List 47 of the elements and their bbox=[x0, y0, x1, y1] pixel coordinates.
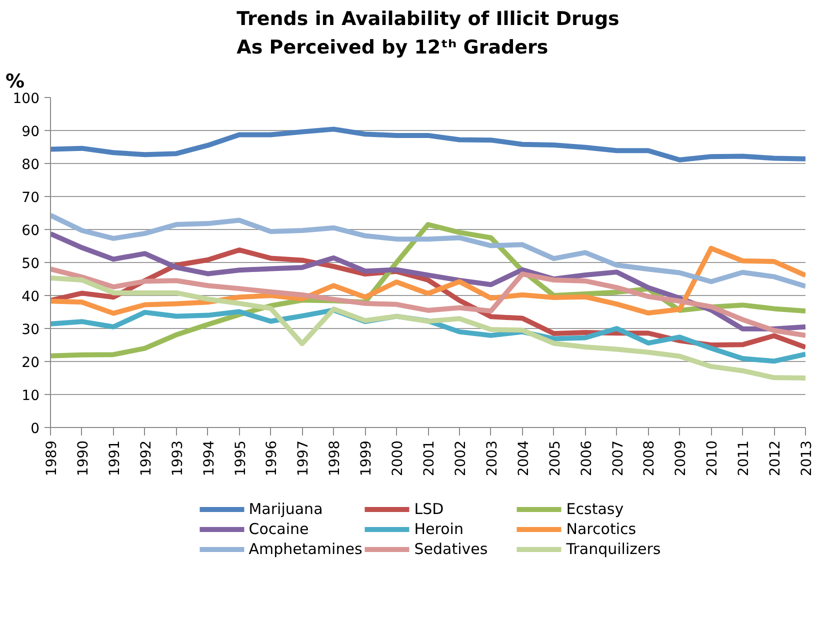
x-tick-label: 2001 bbox=[422, 440, 438, 476]
legend-label: Marijuana bbox=[248, 500, 324, 518]
legend-label: Tranquilizers bbox=[566, 540, 662, 558]
y-tick-label: 30 bbox=[22, 322, 40, 338]
x-tick-label: 1990 bbox=[75, 440, 92, 476]
y-tick-label: 70 bbox=[22, 190, 40, 206]
x-tick-label: 1992 bbox=[138, 440, 154, 476]
y-tick-label: 0 bbox=[30, 421, 40, 437]
x-tick-label: 2006 bbox=[578, 440, 595, 476]
x-tick-label: 2007 bbox=[610, 440, 626, 476]
x-tick-label: 2003 bbox=[484, 440, 500, 476]
x-tick-label: 2012 bbox=[768, 440, 784, 476]
y-tick-label: 80 bbox=[22, 157, 40, 173]
y-tick-label: 20 bbox=[22, 355, 40, 371]
x-tick-label: 1998 bbox=[327, 440, 344, 476]
y-tick-label: 40 bbox=[22, 289, 40, 305]
legend-label: Heroin bbox=[414, 520, 464, 538]
x-tick-label: 1994 bbox=[201, 440, 218, 476]
x-tick-label: 2010 bbox=[704, 440, 721, 476]
x-tick-label: 2013 bbox=[799, 440, 815, 476]
x-tick-label: 1997 bbox=[296, 440, 312, 476]
x-tick-label: 2008 bbox=[642, 440, 658, 476]
y-axis-title: % bbox=[6, 70, 25, 92]
legend-label: Amphetamines bbox=[248, 540, 362, 558]
x-tick-label: 2005 bbox=[547, 440, 564, 476]
x-tick-label: 1999 bbox=[358, 440, 375, 476]
x-tick-label: 2002 bbox=[452, 440, 469, 476]
y-tick-label: 50 bbox=[22, 256, 40, 272]
x-tick-label: 2009 bbox=[673, 440, 690, 476]
legend-label: Narcotics bbox=[566, 520, 638, 538]
y-tick-label: 100 bbox=[12, 91, 40, 107]
chart-title: Trends in Availability of Illicit Drugs As Perceived by 12ᵗʰ Graders bbox=[236, 8, 620, 58]
legend-label: Sedatives bbox=[414, 540, 489, 558]
x-tick-label: 2000 bbox=[390, 440, 406, 476]
y-tick-label: 90 bbox=[22, 124, 40, 140]
y-tick-label: 60 bbox=[22, 223, 40, 239]
x-tick-label: 1995 bbox=[232, 440, 249, 476]
x-tick-label: 1989 bbox=[44, 440, 60, 476]
x-tick-label: 1993 bbox=[170, 440, 186, 476]
x-tick-label: 1996 bbox=[264, 440, 280, 476]
y-tick-label: 10 bbox=[22, 388, 40, 404]
legend-label: Cocaine bbox=[248, 520, 310, 538]
legend-label: Ecstasy bbox=[566, 500, 625, 518]
x-tick-label: 1991 bbox=[106, 440, 123, 476]
x-tick-label: 2004 bbox=[516, 440, 532, 476]
x-tick-label: 2011 bbox=[736, 440, 752, 476]
legend-label: LSD bbox=[414, 500, 445, 518]
